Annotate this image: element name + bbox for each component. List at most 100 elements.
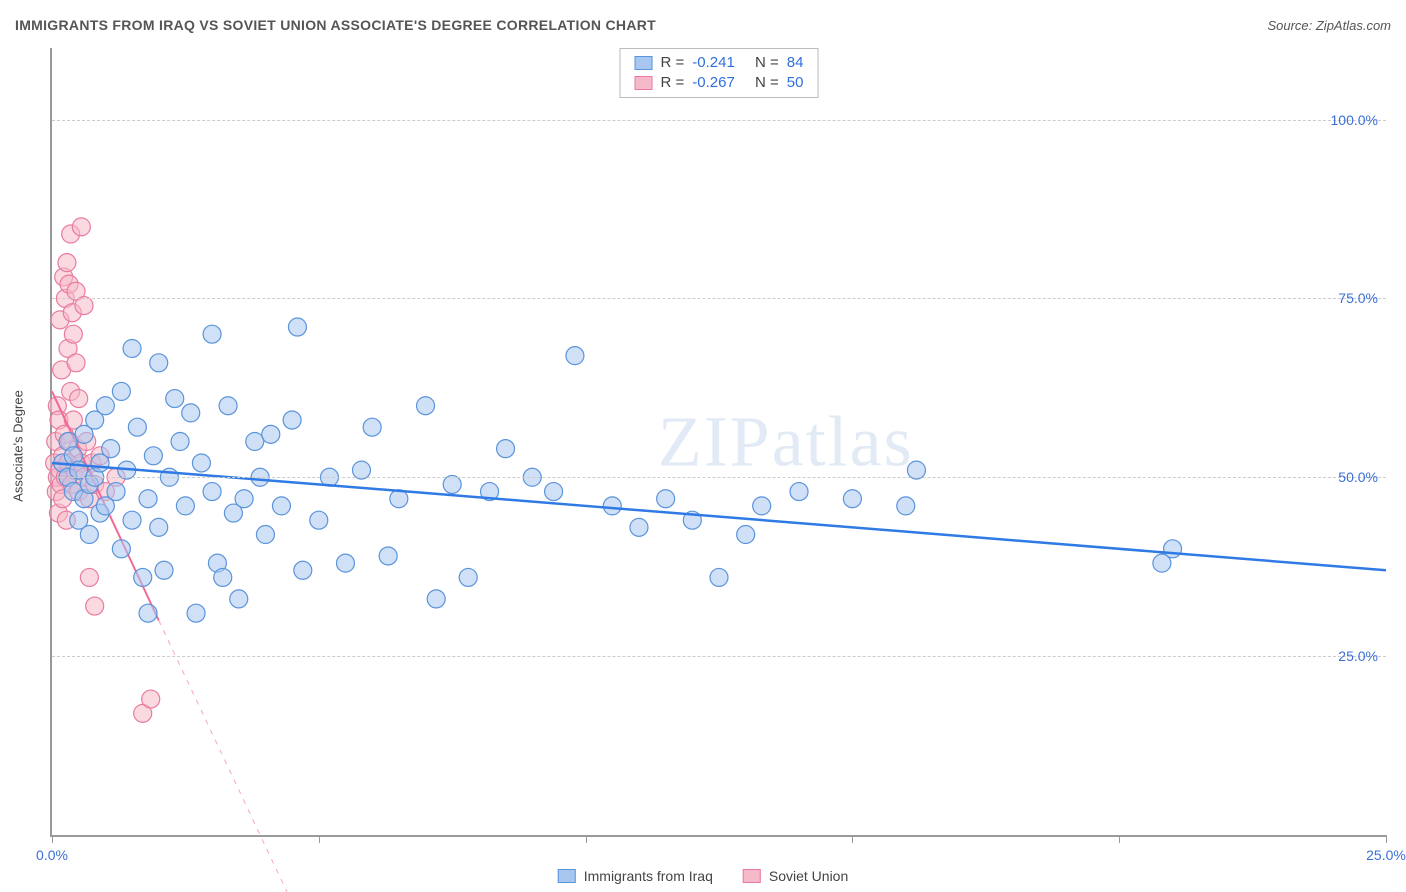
xtick [852, 835, 853, 843]
scatter-point-iraq [262, 425, 280, 443]
scatter-point-iraq [417, 397, 435, 415]
scatter-point-iraq [603, 497, 621, 515]
bottom-legend: Immigrants from Iraq Soviet Union [558, 868, 849, 884]
scatter-point-iraq [166, 390, 184, 408]
legend-label-iraq: Immigrants from Iraq [584, 868, 713, 884]
scatter-point-iraq [256, 526, 274, 544]
scatter-point-iraq [230, 590, 248, 608]
xtick [319, 835, 320, 843]
scatter-point-iraq [192, 454, 210, 472]
xtick [52, 835, 53, 843]
scatter-point-iraq [272, 497, 290, 515]
scatter-point-soviet [86, 597, 104, 615]
scatter-point-iraq [123, 511, 141, 529]
scatter-point-iraq [171, 433, 189, 451]
scatter-point-iraq [427, 590, 445, 608]
scatter-point-iraq [203, 483, 221, 501]
scatter-point-iraq [112, 382, 130, 400]
scatter-point-soviet [142, 690, 160, 708]
header: IMMIGRANTS FROM IRAQ VS SOVIET UNION ASS… [0, 0, 1406, 40]
swatch-soviet [635, 76, 653, 90]
xtick-label: 25.0% [1366, 847, 1406, 863]
legend-swatch-iraq [558, 869, 576, 883]
scatter-point-iraq [144, 447, 162, 465]
scatter-point-iraq [545, 483, 563, 501]
scatter-point-iraq [379, 547, 397, 565]
gridline-h [52, 477, 1386, 478]
gridline-h [52, 298, 1386, 299]
chart-svg [52, 48, 1386, 835]
scatter-point-iraq [310, 511, 328, 529]
plot-area: ZIPatlas R = -0.241 N = 84 R = -0.267 N … [50, 48, 1386, 837]
scatter-point-soviet [72, 218, 90, 236]
gridline-h [52, 656, 1386, 657]
scatter-point-iraq [336, 554, 354, 572]
n-value-iraq: 84 [787, 53, 804, 73]
ytick-label: 100.0% [1331, 112, 1378, 128]
scatter-point-iraq [235, 490, 253, 508]
scatter-point-iraq [214, 568, 232, 586]
r-value-iraq: -0.241 [692, 53, 735, 73]
scatter-point-iraq [203, 325, 221, 343]
scatter-point-iraq [737, 526, 755, 544]
scatter-point-iraq [139, 604, 157, 622]
scatter-point-iraq [187, 604, 205, 622]
n-value-soviet: 50 [787, 73, 804, 93]
legend-label-soviet: Soviet Union [769, 868, 848, 884]
stats-box: R = -0.241 N = 84 R = -0.267 N = 50 [620, 48, 819, 98]
scatter-point-soviet [67, 354, 85, 372]
stats-row-soviet: R = -0.267 N = 50 [635, 73, 804, 93]
scatter-point-iraq [219, 397, 237, 415]
scatter-point-iraq [657, 490, 675, 508]
scatter-point-iraq [107, 483, 125, 501]
scatter-point-iraq [630, 518, 648, 536]
scatter-point-iraq [102, 440, 120, 458]
legend-swatch-soviet [743, 869, 761, 883]
ytick-label: 75.0% [1338, 290, 1378, 306]
scatter-point-iraq [459, 568, 477, 586]
r-label: R = [661, 53, 685, 73]
scatter-point-iraq [182, 404, 200, 422]
xtick [1386, 835, 1387, 843]
scatter-point-iraq [710, 568, 728, 586]
scatter-point-soviet [64, 325, 82, 343]
gridline-h [52, 120, 1386, 121]
scatter-point-iraq [566, 347, 584, 365]
scatter-point-soviet [70, 390, 88, 408]
ytick-label: 50.0% [1338, 469, 1378, 485]
scatter-point-iraq [1164, 540, 1182, 558]
scatter-point-iraq [128, 418, 146, 436]
scatter-point-iraq [753, 497, 771, 515]
scatter-point-soviet [58, 254, 76, 272]
n-label: N = [755, 53, 779, 73]
legend-item-iraq: Immigrants from Iraq [558, 868, 713, 884]
scatter-point-iraq [176, 497, 194, 515]
scatter-point-iraq [155, 561, 173, 579]
chart-title: IMMIGRANTS FROM IRAQ VS SOVIET UNION ASS… [15, 17, 656, 33]
scatter-point-iraq [497, 440, 515, 458]
scatter-point-iraq [96, 397, 114, 415]
scatter-point-iraq [246, 433, 264, 451]
legend-item-soviet: Soviet Union [743, 868, 848, 884]
trend-line-dash-soviet [159, 620, 362, 892]
ytick-label: 25.0% [1338, 648, 1378, 664]
r-label: R = [661, 73, 685, 93]
scatter-point-iraq [123, 339, 141, 357]
scatter-point-iraq [294, 561, 312, 579]
scatter-point-iraq [134, 568, 152, 586]
n-label: N = [755, 73, 779, 93]
scatter-point-iraq [283, 411, 301, 429]
xtick-label: 0.0% [36, 847, 68, 863]
xtick [1119, 835, 1120, 843]
scatter-point-iraq [112, 540, 130, 558]
stats-row-iraq: R = -0.241 N = 84 [635, 53, 804, 73]
scatter-point-iraq [843, 490, 861, 508]
scatter-point-iraq [139, 490, 157, 508]
scatter-point-iraq [790, 483, 808, 501]
scatter-point-iraq [150, 518, 168, 536]
r-value-soviet: -0.267 [692, 73, 735, 93]
scatter-point-iraq [897, 497, 915, 515]
swatch-iraq [635, 56, 653, 70]
xtick [586, 835, 587, 843]
scatter-point-iraq [288, 318, 306, 336]
